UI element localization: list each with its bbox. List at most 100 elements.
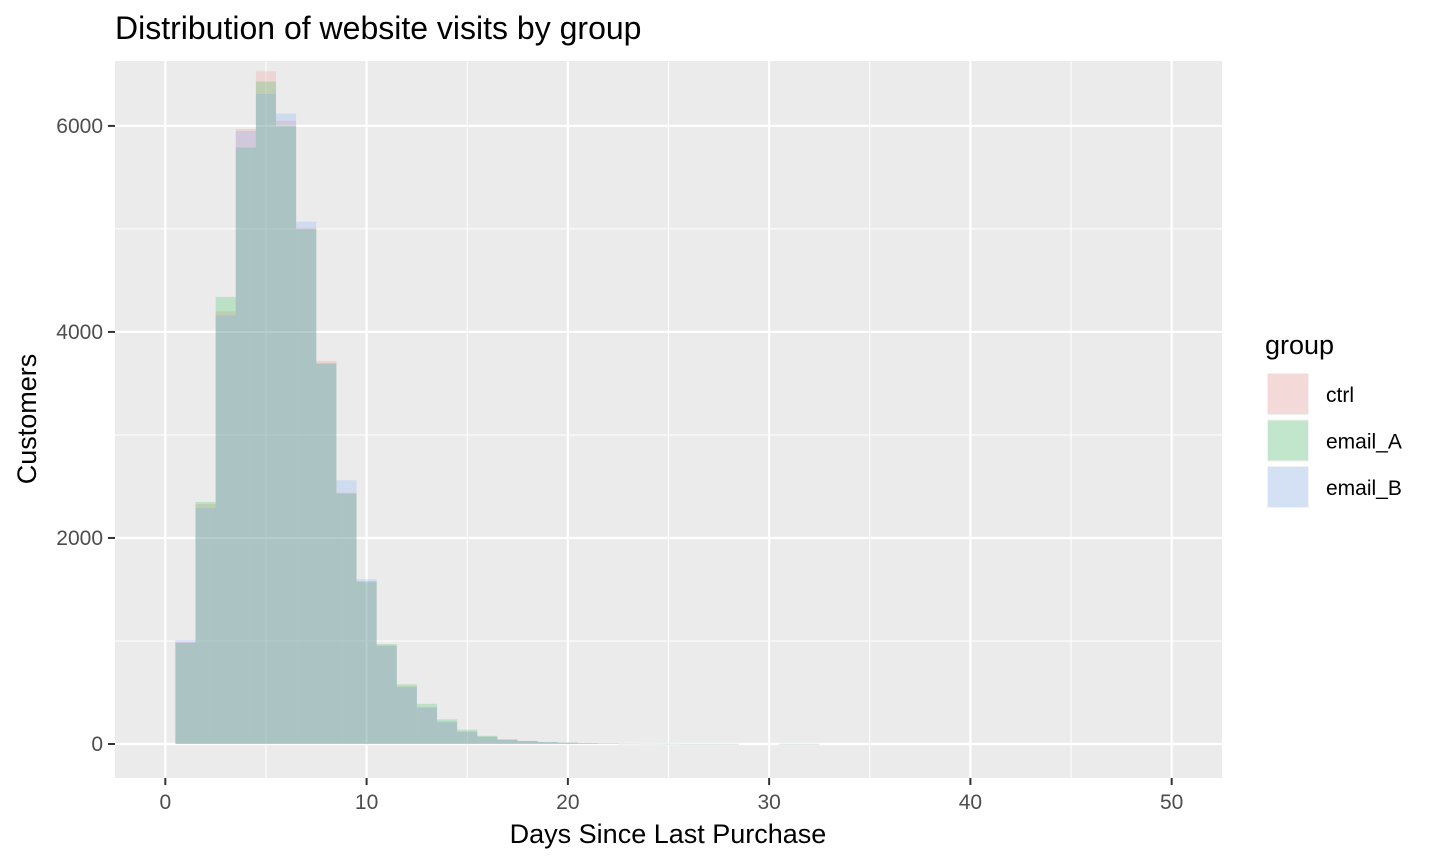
histogram-bars bbox=[175, 71, 820, 745]
bar-email_B bbox=[296, 221, 317, 745]
bar-ctrl bbox=[195, 503, 216, 745]
bar-email_A bbox=[276, 125, 297, 745]
bar-email_B bbox=[557, 742, 578, 745]
bar-email_A bbox=[356, 581, 377, 745]
bar-email_B bbox=[477, 736, 498, 745]
bar-email_B bbox=[638, 743, 659, 745]
bar-ctrl bbox=[799, 743, 820, 745]
bar-ctrl bbox=[678, 743, 699, 745]
bar-email_A bbox=[175, 643, 196, 745]
bar-ctrl bbox=[316, 360, 337, 745]
bar-email_A bbox=[678, 743, 699, 745]
legend-swatch-ctrl bbox=[1268, 374, 1308, 414]
y-axis: 0 2000 4000 6000 bbox=[56, 115, 115, 756]
x-tick-label: 10 bbox=[355, 791, 378, 814]
chart-title: Distribution of website visits by group bbox=[115, 10, 641, 46]
bar-email_B bbox=[658, 743, 679, 745]
bar-ctrl bbox=[215, 311, 236, 745]
bar-ctrl bbox=[276, 120, 297, 745]
x-axis: 0 10 20 30 40 50 bbox=[159, 778, 1183, 814]
bar-email_A bbox=[698, 743, 719, 745]
bar-ctrl bbox=[638, 743, 659, 745]
bar-email_A bbox=[296, 228, 317, 745]
bar-email_B bbox=[376, 646, 397, 745]
bar-email_A bbox=[598, 743, 619, 745]
legend: group ctrl email_A email_B bbox=[1265, 330, 1402, 508]
bar-email_A bbox=[718, 743, 739, 745]
bar-email_B bbox=[276, 113, 297, 745]
bar-email_B bbox=[517, 741, 538, 745]
bar-ctrl bbox=[437, 722, 458, 745]
bar-ctrl bbox=[618, 743, 639, 745]
bar-ctrl bbox=[336, 492, 357, 745]
bar-email_A bbox=[316, 363, 337, 745]
bar-email_A bbox=[517, 740, 538, 745]
legend-swatch-email_B bbox=[1268, 467, 1308, 507]
bar-email_A bbox=[557, 742, 578, 745]
bar-ctrl bbox=[477, 736, 498, 745]
bar-ctrl bbox=[296, 227, 317, 745]
x-axis-title: Days Since Last Purchase bbox=[510, 819, 827, 849]
bar-ctrl bbox=[235, 128, 256, 745]
bar-email_B bbox=[255, 93, 277, 745]
bar-email_A bbox=[416, 703, 438, 745]
bar-email_B bbox=[215, 315, 236, 745]
x-tick-label: 40 bbox=[959, 791, 982, 814]
bar-email_B bbox=[416, 707, 438, 745]
bar-email_B bbox=[396, 687, 417, 745]
bar-email_A bbox=[477, 735, 498, 745]
bar-email_A bbox=[577, 743, 599, 745]
bar-ctrl bbox=[457, 731, 478, 745]
bar-email_B bbox=[356, 579, 377, 745]
bar-email_B bbox=[437, 721, 458, 745]
bar-email_A bbox=[336, 493, 357, 745]
bar-email_B bbox=[537, 742, 558, 745]
bar-email_B bbox=[598, 743, 619, 745]
bar-ctrl bbox=[255, 71, 277, 745]
bar-ctrl bbox=[356, 582, 377, 745]
bar-ctrl bbox=[416, 706, 438, 745]
x-tick-label: 20 bbox=[556, 791, 579, 814]
bar-email_A bbox=[658, 743, 679, 745]
x-tick-label: 50 bbox=[1160, 791, 1183, 814]
bar-email_B bbox=[175, 639, 196, 745]
y-tick-label: 0 bbox=[91, 733, 103, 756]
minor-gridlines bbox=[115, 61, 1222, 778]
bar-ctrl bbox=[175, 642, 196, 745]
bar-ctrl bbox=[598, 743, 619, 745]
bar-email_B bbox=[195, 508, 216, 745]
bar-ctrl bbox=[517, 741, 538, 745]
y-tick-label: 2000 bbox=[56, 527, 103, 550]
bar-email_A bbox=[799, 743, 820, 745]
bar-email_B bbox=[336, 480, 357, 745]
bar-email_B bbox=[235, 131, 256, 745]
bar-email_B bbox=[799, 743, 820, 745]
bar-email_A bbox=[376, 644, 397, 745]
legend-label-ctrl: ctrl bbox=[1326, 384, 1354, 407]
bar-email_B bbox=[497, 739, 518, 745]
bar-email_B bbox=[316, 362, 337, 745]
legend-label-email_A: email_A bbox=[1326, 431, 1402, 454]
y-axis-title: Customers bbox=[12, 354, 42, 485]
bar-ctrl bbox=[779, 743, 800, 745]
legend-key-bg bbox=[1267, 466, 1309, 508]
series-ctrl bbox=[175, 71, 820, 745]
bar-email_B bbox=[577, 743, 599, 745]
major-gridlines bbox=[115, 61, 1222, 778]
bar-ctrl bbox=[577, 743, 599, 745]
series-email_A bbox=[175, 81, 820, 745]
bar-email_A bbox=[779, 743, 800, 745]
legend-key-bg bbox=[1267, 419, 1309, 462]
bar-email_A bbox=[437, 719, 458, 745]
bar-email_A bbox=[537, 741, 558, 745]
bar-ctrl bbox=[658, 743, 679, 745]
bar-ctrl bbox=[497, 739, 518, 745]
bar-ctrl bbox=[557, 742, 578, 745]
y-tick-label: 6000 bbox=[56, 115, 103, 138]
bar-ctrl bbox=[376, 645, 397, 745]
bar-email_B bbox=[457, 731, 478, 745]
bar-email_B bbox=[698, 743, 719, 745]
bar-email_A bbox=[457, 729, 478, 745]
legend-swatch-email_A bbox=[1268, 420, 1308, 461]
